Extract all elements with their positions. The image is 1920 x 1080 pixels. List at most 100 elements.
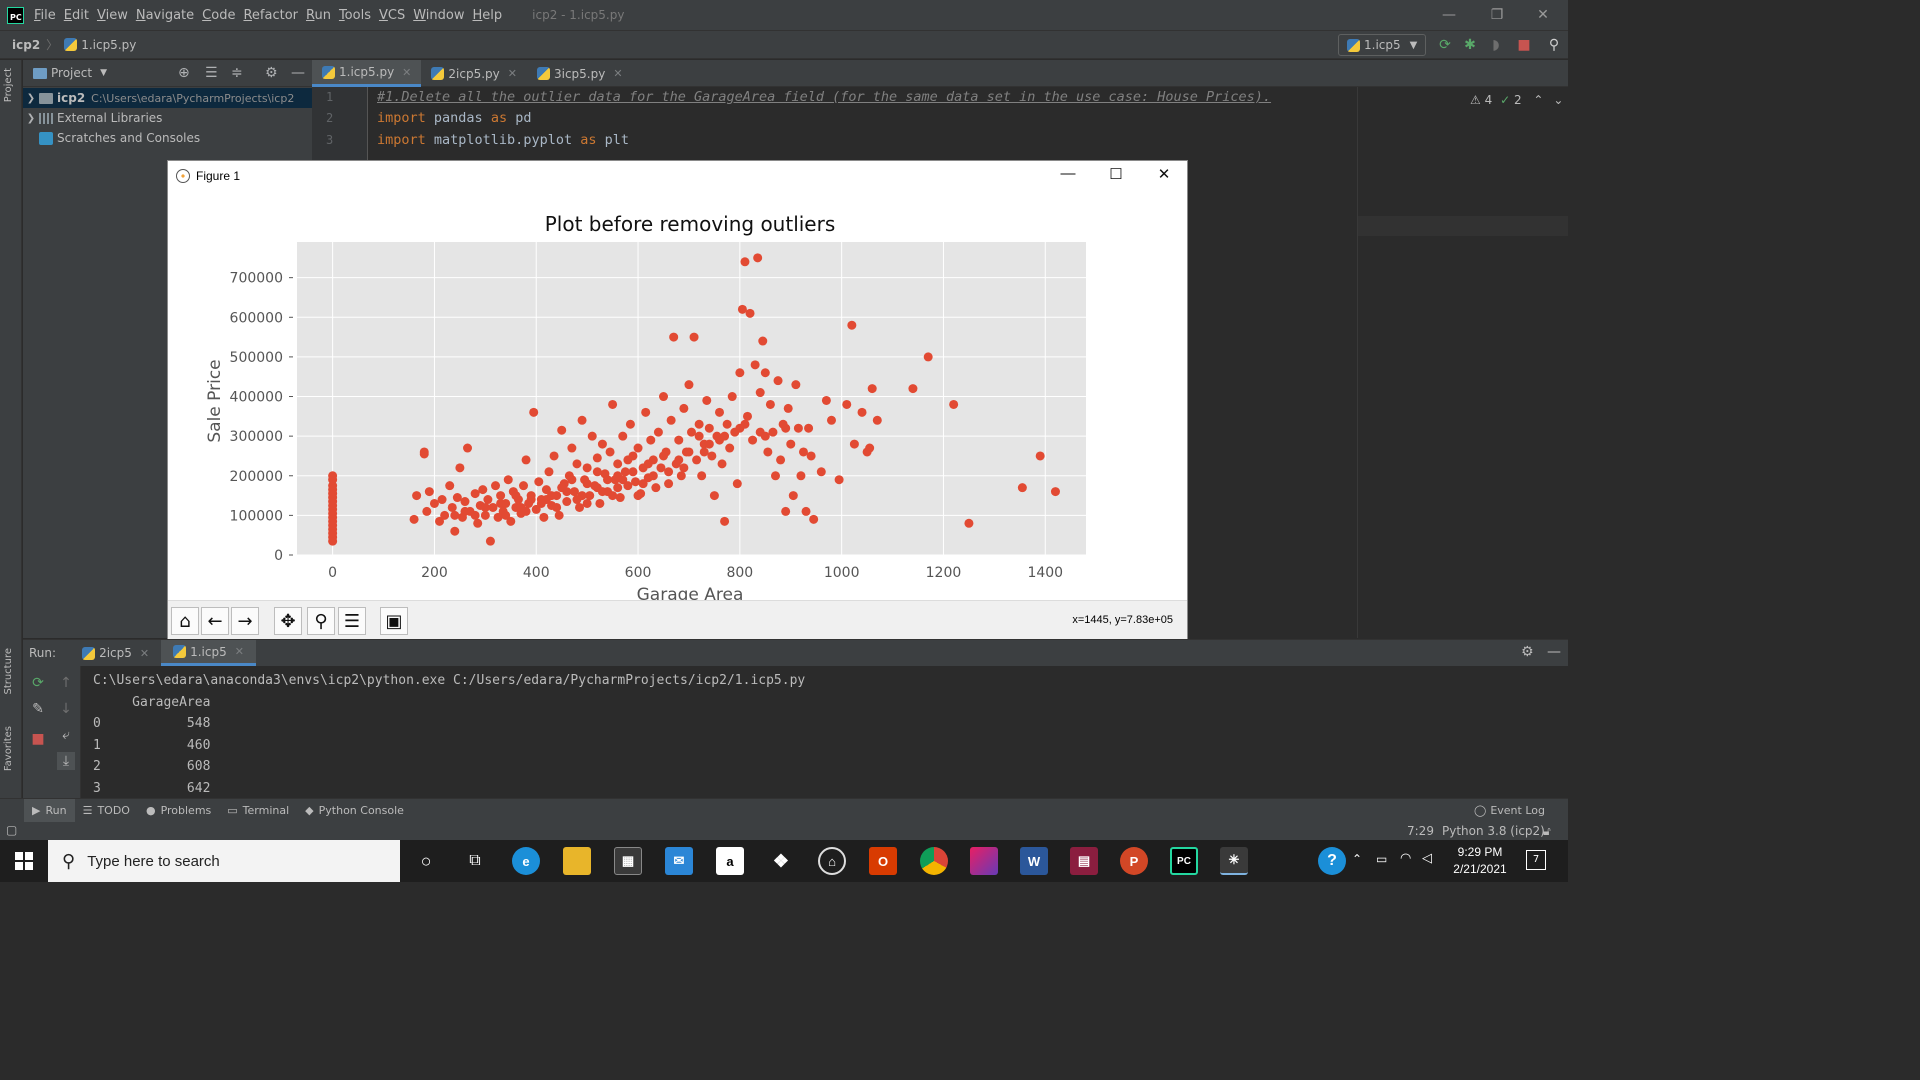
figure-close-button[interactable]: ✕	[1157, 166, 1171, 183]
notifications-icon[interactable]: 7	[1526, 850, 1546, 870]
tree-item-external-libraries[interactable]: ❯ External Libraries	[23, 108, 312, 128]
layout-toggle-icon[interactable]: ▢	[6, 823, 18, 837]
project-view-select[interactable]: Project	[51, 66, 93, 80]
scroll-to-end-icon[interactable]: ⤓	[57, 752, 75, 770]
store-icon[interactable]: ▦	[614, 847, 642, 875]
pycharm-icon[interactable]: PC	[1170, 847, 1198, 875]
chevron-up-icon[interactable]: ⌃	[1352, 852, 1363, 866]
volume-icon[interactable]: ◁	[1422, 851, 1432, 866]
winrar-icon[interactable]: ▤	[1070, 847, 1098, 875]
inspection-widget[interactable]: ⚠ 4 ✓ 2 ⌃ ⌄	[1470, 93, 1563, 107]
rerun-icon[interactable]: ⟳	[32, 675, 44, 691]
configure-subplots-icon[interactable]: ☰	[338, 607, 366, 635]
menu-run[interactable]: Run	[306, 7, 331, 23]
office-icon[interactable]: O	[869, 847, 897, 875]
start-button[interactable]	[0, 840, 48, 882]
tree-item-icp2[interactable]: ❯ icp2 C:\Users\edara\PycharmProjects\ic…	[23, 88, 312, 108]
run-tool-button[interactable]: ▶ Run	[24, 798, 75, 823]
battery-icon[interactable]: ▭	[1376, 852, 1388, 866]
edge-icon[interactable]: e	[512, 847, 540, 875]
menu-window[interactable]: Window	[413, 7, 465, 23]
wrench-icon[interactable]: ✎	[32, 701, 44, 717]
powerpoint-icon[interactable]: P	[1120, 847, 1148, 875]
hide-panel-icon[interactable]: —	[1547, 644, 1561, 660]
figure-maximize-button[interactable]: ☐	[1109, 166, 1123, 183]
structure-tool-tab[interactable]: Structure	[3, 648, 14, 695]
console-output[interactable]: C:\Users\edara\anaconda3\envs\icp2\pytho…	[93, 670, 805, 799]
mail-icon[interactable]: ✉	[665, 847, 693, 875]
stop-icon[interactable]: ■	[31, 731, 45, 747]
tab-1-icp5[interactable]: 1.icp5.py ✕	[312, 60, 422, 87]
stop-icon[interactable]: ■	[1517, 37, 1531, 53]
menu-help[interactable]: Help	[472, 7, 503, 23]
hide-panel-icon[interactable]: —	[291, 65, 305, 81]
menu-code[interactable]: Code	[202, 7, 236, 23]
python-console-tool-button[interactable]: ◆ Python Console	[297, 799, 412, 823]
restore-button[interactable]: ❐	[1490, 7, 1504, 23]
code-line-1[interactable]: #1.Delete all the outlier data for the G…	[377, 89, 1271, 105]
task-view-icon[interactable]: ⧉	[469, 852, 481, 869]
gear-icon[interactable]: ⚙	[1521, 644, 1534, 660]
wifi-icon[interactable]: ◠	[1400, 851, 1412, 866]
chevron-down-icon[interactable]: ⌄	[1553, 93, 1564, 107]
coverage-icon[interactable]: ◗	[1492, 37, 1500, 53]
menu-tools[interactable]: Tools	[338, 7, 371, 23]
arrow-down-icon[interactable]: ↓	[60, 701, 72, 717]
code-line-3[interactable]: import matplotlib.pyplot as plt	[377, 132, 629, 148]
event-log-button[interactable]: ◯ Event Log	[1466, 799, 1553, 823]
forward-arrow-icon[interactable]: →	[231, 607, 259, 635]
menu-vcs[interactable]: VCS	[378, 7, 406, 23]
tab-2icp5[interactable]: 2icp5.py ✕	[421, 60, 527, 87]
lock-icon[interactable]: 🔓︎	[1543, 824, 1551, 838]
paint-icon[interactable]	[970, 847, 998, 875]
problems-tool-button[interactable]: ● Problems	[138, 799, 219, 823]
chrome-icon[interactable]	[920, 847, 948, 875]
matplotlib-icon[interactable]: ✳	[1220, 847, 1248, 875]
pan-icon[interactable]: ✥	[274, 607, 302, 635]
tree-item-scratches[interactable]: Scratches and Consoles	[23, 128, 312, 148]
breadcrumb-file[interactable]: 1.icp5.py	[81, 37, 137, 52]
file-explorer-icon[interactable]	[563, 847, 591, 875]
debug-icon[interactable]: ✱	[1464, 37, 1476, 53]
home-icon[interactable]: ⌂	[171, 607, 199, 635]
run-tab-2icp5[interactable]: 2icp5 ✕	[70, 640, 161, 666]
close-button[interactable]: ✕	[1537, 7, 1549, 23]
chevron-up-icon[interactable]: ⌃	[1533, 93, 1544, 107]
tab-3icp5[interactable]: 3icp5.py ✕	[527, 60, 633, 87]
favorites-tool-tab[interactable]: Favorites	[3, 726, 14, 772]
zoom-icon[interactable]: ⚲	[307, 607, 335, 635]
back-arrow-icon[interactable]: ←	[201, 607, 229, 635]
close-icon[interactable]: ✕	[507, 67, 517, 80]
gear-icon[interactable]: ⚙	[265, 65, 278, 81]
close-icon[interactable]: ✕	[139, 646, 150, 660]
help-icon[interactable]: ?	[1318, 847, 1346, 875]
run-configuration-select[interactable]: 1.icp5 ▼	[1338, 34, 1426, 56]
minimize-button[interactable]: —	[1442, 7, 1456, 23]
search-icon[interactable]: ⚲	[1548, 37, 1560, 53]
python-interpreter[interactable]: Python 3.8 (icp2)	[1442, 824, 1545, 838]
expand-all-icon[interactable]: ☰	[205, 65, 218, 81]
close-icon[interactable]: ✕	[234, 645, 244, 658]
scatter-plot[interactable]: Plot before removing outliers 0 200 400 600…	[168, 191, 1187, 600]
arrow-up-icon[interactable]: ↑	[60, 675, 72, 691]
close-icon[interactable]: ✕	[402, 65, 412, 79]
breadcrumb-project[interactable]: icp2	[12, 37, 41, 52]
code-line-2[interactable]: import pandas as pd	[377, 110, 531, 126]
app-icon[interactable]: ⌂	[818, 847, 846, 875]
menu-edit[interactable]: Edit	[63, 7, 89, 23]
figure-minimize-button[interactable]: —	[1060, 165, 1076, 182]
save-icon[interactable]: ▣	[380, 607, 408, 635]
terminal-tool-button[interactable]: ▭ Terminal	[219, 799, 297, 823]
run-tab-1-icp5[interactable]: 1.icp5 ✕	[161, 640, 256, 666]
taskbar-search-box[interactable]: ⚲ Type here to search	[48, 840, 400, 882]
menu-navigate[interactable]: Navigate	[135, 7, 195, 23]
menu-file[interactable]: File	[34, 7, 56, 23]
chevron-right-icon[interactable]: ❯	[26, 92, 36, 104]
menu-view[interactable]: View	[96, 7, 128, 23]
caret-position[interactable]: 7:29	[1407, 824, 1434, 838]
close-icon[interactable]: ✕	[613, 67, 623, 80]
menu-refactor[interactable]: Refactor	[243, 7, 298, 23]
cortana-icon[interactable]: ○	[420, 850, 432, 871]
rerun-icon[interactable]: ⟳	[1439, 37, 1451, 53]
todo-tool-button[interactable]: ☰ TODO	[75, 799, 138, 823]
